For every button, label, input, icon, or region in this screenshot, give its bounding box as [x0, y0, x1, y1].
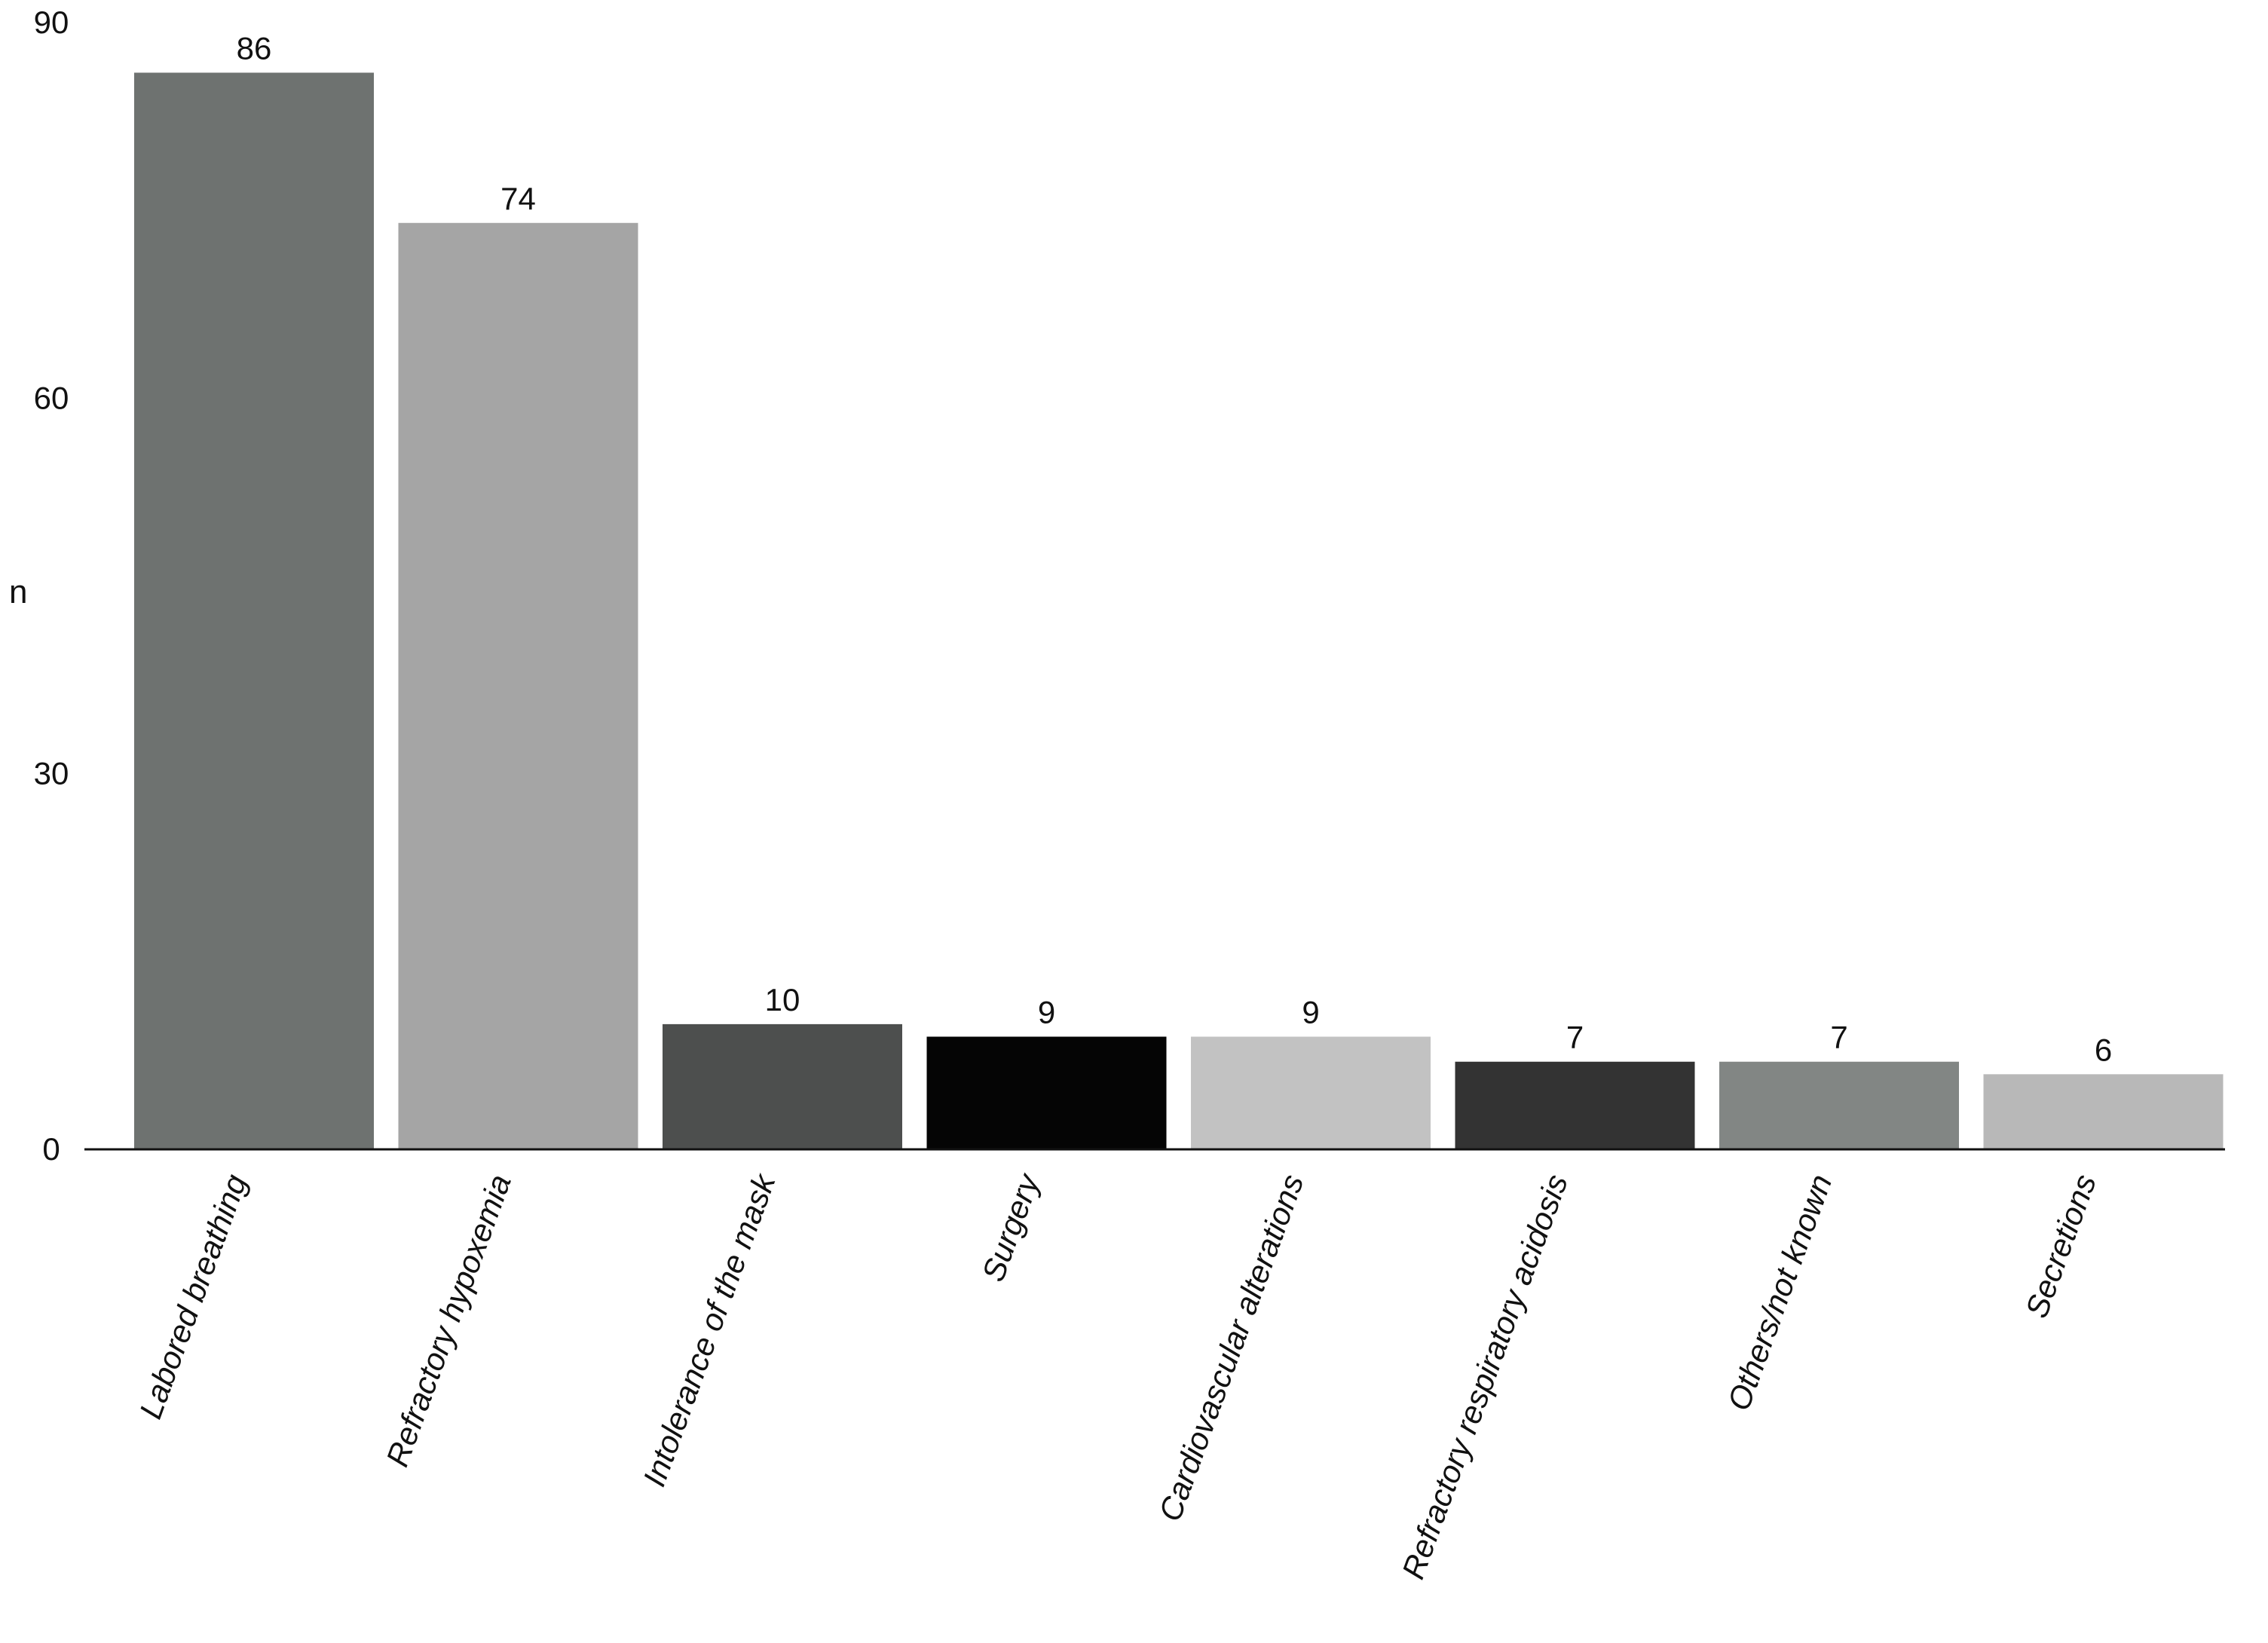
bar-8 — [1983, 1074, 2224, 1149]
data-label-1: 86 — [237, 30, 272, 66]
y-axis-ticks: 0 30 60 90 — [34, 5, 69, 1167]
y-tick-label-90: 90 — [34, 5, 69, 40]
data-label-7: 7 — [1830, 1020, 1847, 1055]
bar-6 — [1455, 1061, 1695, 1149]
data-labels: 86 74 10 9 9 7 7 6 — [237, 30, 2113, 1067]
category-label-2: Refractory hypoxemia — [379, 1170, 518, 1471]
y-tick-label-0: 0 — [42, 1131, 60, 1167]
category-label-5: Cardiovascular alterations — [1152, 1170, 1310, 1525]
category-label-8: Secretions — [2019, 1170, 2103, 1323]
y-tick-label-30: 30 — [34, 756, 69, 791]
y-tick-label-60: 60 — [34, 380, 69, 415]
category-labels: Labored breathing Refractory hypoxemia Int… — [133, 1167, 2103, 1583]
bar-7 — [1719, 1061, 1959, 1149]
bar-5 — [1191, 1036, 1431, 1149]
data-label-6: 7 — [1566, 1020, 1584, 1055]
y-axis-title: n — [9, 574, 27, 610]
data-label-2: 74 — [500, 181, 536, 216]
data-label-5: 9 — [1302, 995, 1319, 1030]
bar-4 — [926, 1036, 1167, 1149]
category-label-1: Labored breathing — [133, 1170, 254, 1423]
category-label-3: Intolerance of the mask — [636, 1168, 782, 1491]
bars — [134, 72, 2224, 1149]
category-label-4: Surgery — [975, 1167, 1046, 1286]
category-label-7: Others/not known — [1721, 1170, 1839, 1415]
bar-3 — [663, 1023, 902, 1149]
data-label-4: 9 — [1038, 995, 1055, 1030]
data-label-8: 6 — [2095, 1032, 2112, 1067]
data-label-3: 10 — [765, 982, 800, 1017]
bar-1 — [134, 72, 374, 1149]
category-label-6: Refractory respiratory acidosis — [1395, 1170, 1575, 1583]
bar-2 — [398, 222, 638, 1149]
